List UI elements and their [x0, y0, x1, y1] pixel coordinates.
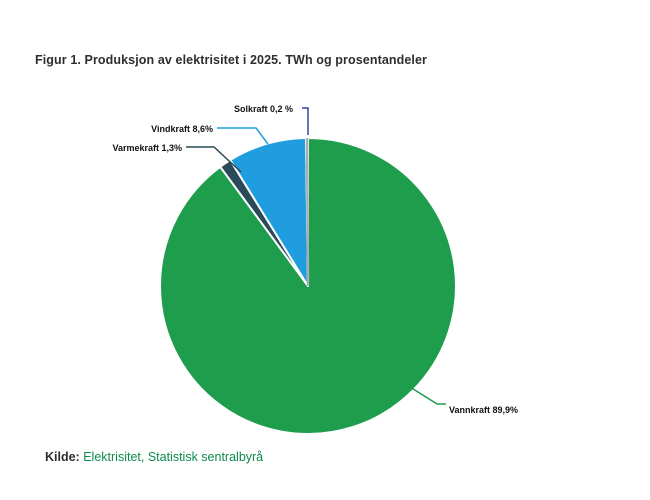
solkraft-leader-line	[302, 107, 309, 135]
solkraft-label: Solkraft 0,2 %	[233, 104, 293, 114]
varmekraft-leader-line	[186, 146, 242, 173]
figure-title: Figur 1. Produksjon av elektrisitet i 20…	[35, 53, 428, 67]
source-prefix: Kilde:	[45, 450, 80, 464]
varmekraft-label: Varmekraft 1,3%	[112, 143, 182, 153]
vannkraft-label: Vannkraft 89,9%	[449, 405, 519, 415]
pie-slices-group	[159, 136, 457, 435]
source-link[interactable]: Elektrisitet, Statistisk sentralbyrå	[83, 450, 264, 464]
source-line: Kilde: Elektrisitet, Statistisk sentralb…	[45, 450, 263, 464]
pie-sliver-solkraft	[305, 137, 310, 287]
leader-lines-group	[186, 107, 446, 405]
vindkraft-leader-line	[217, 127, 269, 145]
vannkraft-leader-line	[409, 386, 446, 405]
vindkraft-label: Vindkraft 8,6%	[151, 124, 213, 134]
